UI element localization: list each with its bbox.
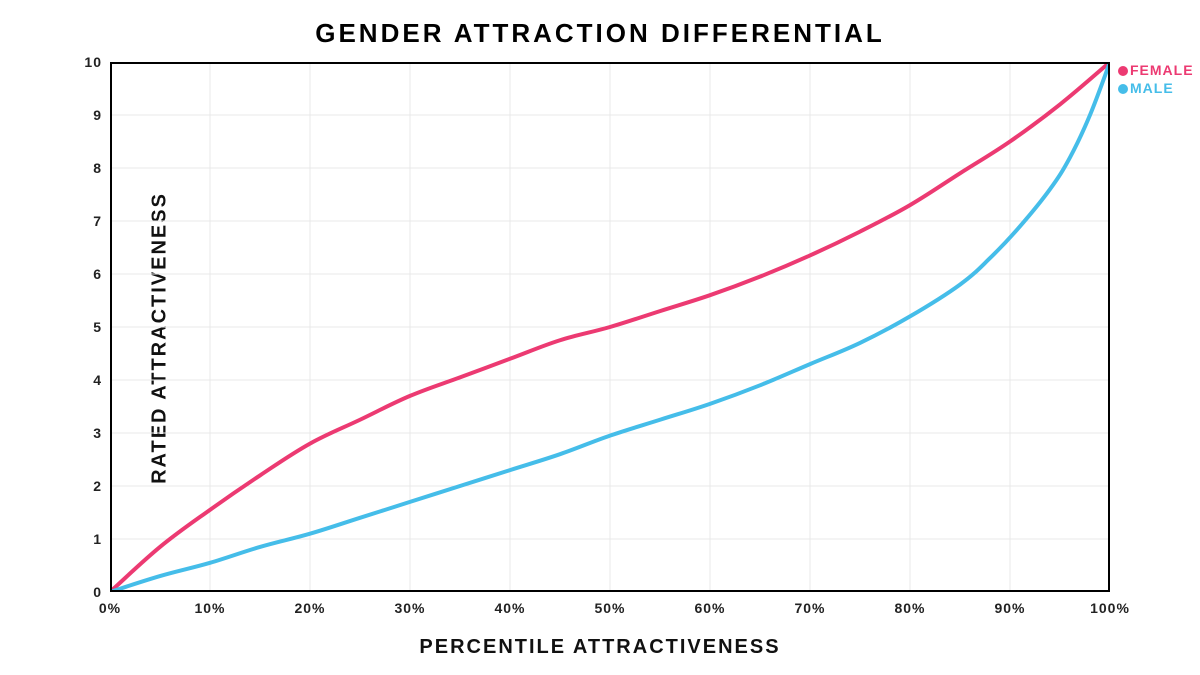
y-tick-label: 4 bbox=[72, 372, 102, 388]
legend-dot-female bbox=[1118, 66, 1128, 76]
legend-dot-male bbox=[1118, 84, 1128, 94]
y-tick-label: 9 bbox=[72, 107, 102, 123]
y-tick-label: 7 bbox=[72, 213, 102, 229]
x-tick-label: 20% bbox=[294, 600, 325, 616]
y-tick-label: 5 bbox=[72, 319, 102, 335]
x-tick-label: 80% bbox=[894, 600, 925, 616]
x-tick-label: 90% bbox=[994, 600, 1025, 616]
y-tick-label: 1 bbox=[72, 531, 102, 547]
x-tick-label: 0% bbox=[99, 600, 121, 616]
chart-title: GENDER ATTRACTION DIFFERENTIAL bbox=[0, 18, 1200, 49]
y-tick-label: 2 bbox=[72, 478, 102, 494]
x-axis-label: PERCENTILE ATTRACTIVENESS bbox=[0, 636, 1200, 659]
plot-area bbox=[110, 62, 1110, 592]
y-tick-label: 3 bbox=[72, 425, 102, 441]
x-tick-label: 50% bbox=[594, 600, 625, 616]
y-tick-label: 10 bbox=[72, 54, 102, 70]
y-tick-label: 6 bbox=[72, 266, 102, 282]
legend-male: MALE bbox=[1118, 80, 1174, 96]
x-tick-label: 10% bbox=[194, 600, 225, 616]
legend-female: FEMALE bbox=[1118, 62, 1194, 78]
y-tick-label: 0 bbox=[72, 584, 102, 600]
plot-border bbox=[110, 62, 1110, 592]
legend-label-female: FEMALE bbox=[1130, 62, 1194, 78]
x-tick-label: 30% bbox=[394, 600, 425, 616]
x-tick-label: 70% bbox=[794, 600, 825, 616]
legend-label-male: MALE bbox=[1130, 80, 1174, 96]
y-tick-label: 8 bbox=[72, 160, 102, 176]
x-tick-label: 40% bbox=[494, 600, 525, 616]
x-tick-label: 60% bbox=[694, 600, 725, 616]
x-tick-label: 100% bbox=[1090, 600, 1130, 616]
